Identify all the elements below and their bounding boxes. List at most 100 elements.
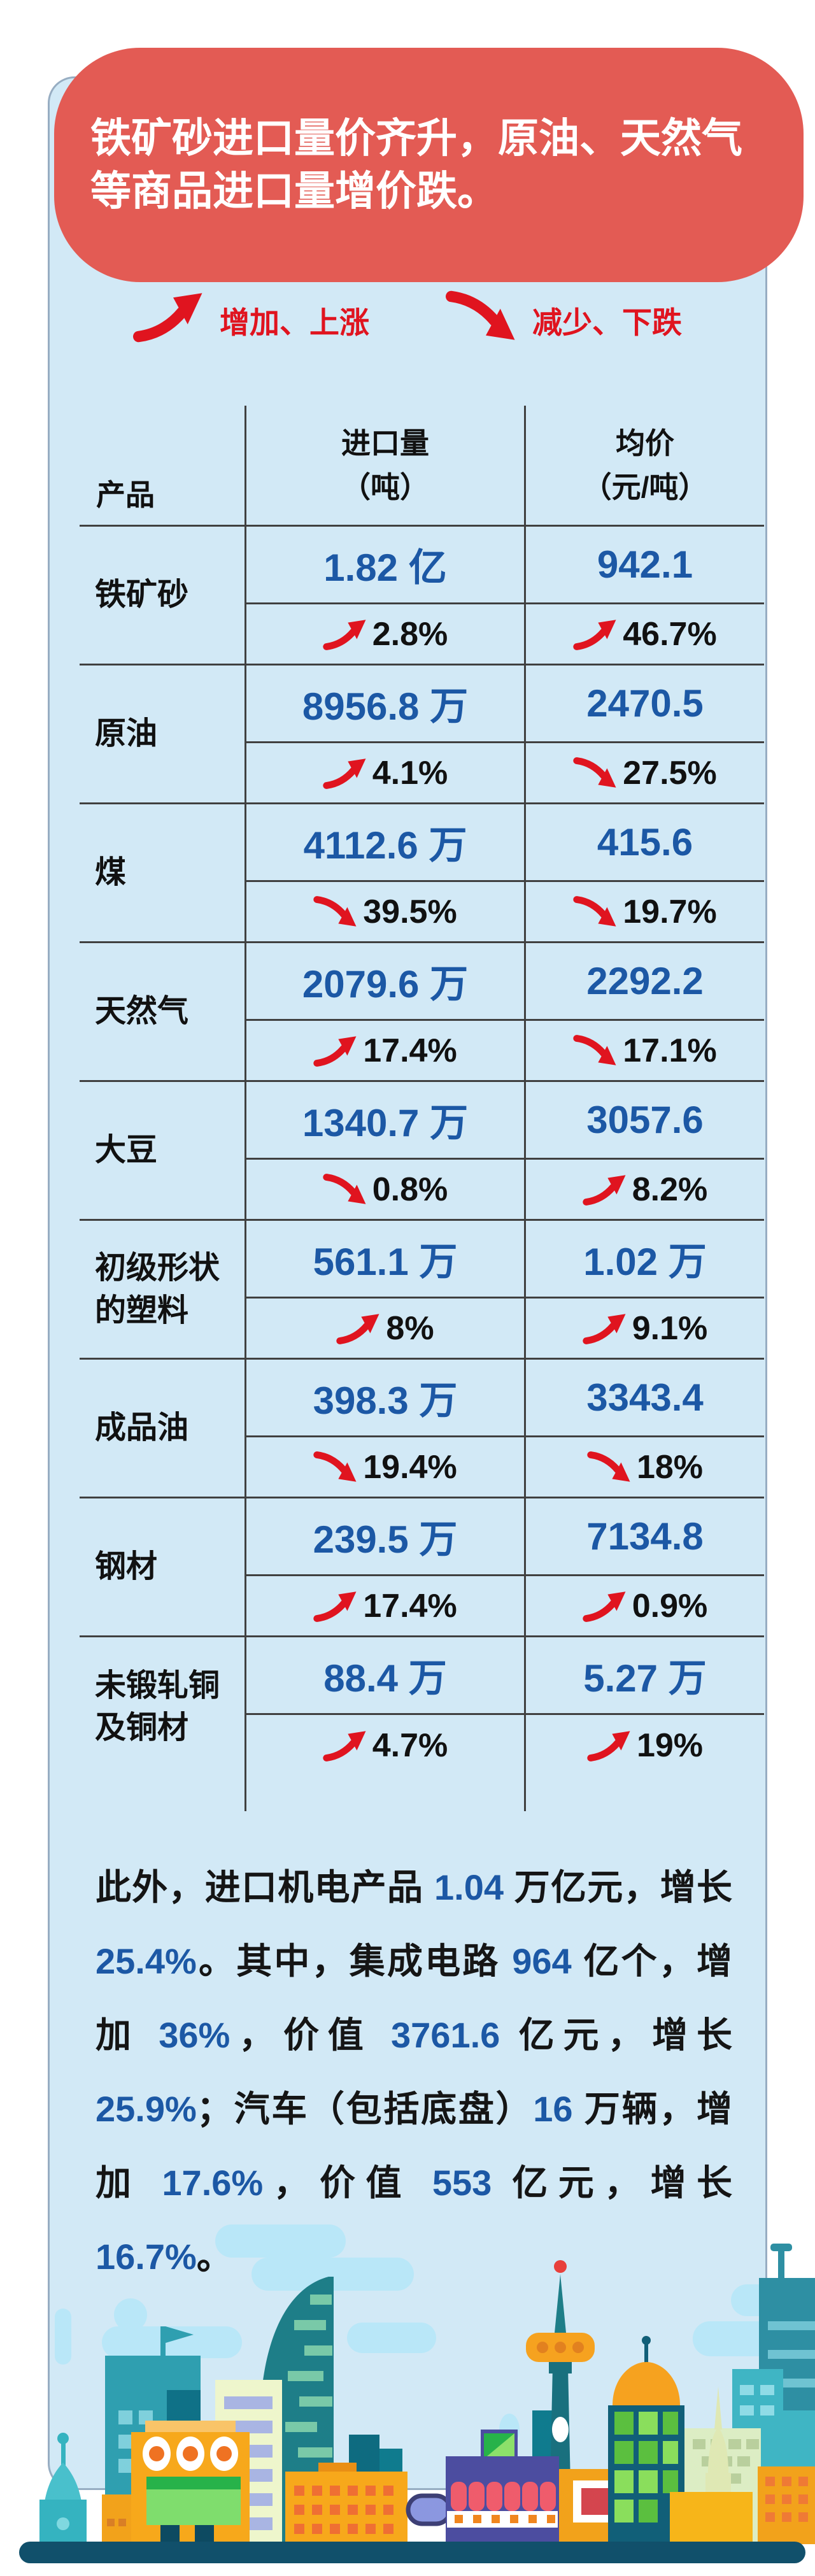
up-arrow-icon (573, 619, 616, 650)
paragraph-text: ，价值 (263, 2162, 432, 2203)
price-change: 19.7% (524, 882, 764, 943)
table-footer-space (524, 1776, 764, 1811)
up-arrow-icon (336, 1313, 379, 1344)
paragraph-number: 16 (533, 2088, 573, 2129)
volume-change: 4.1% (244, 743, 524, 804)
paragraph-number: 25.4% (96, 1940, 197, 1981)
legend-item-decrease: 减少、下跌 (446, 290, 682, 350)
change-value: 19.7% (623, 893, 717, 930)
volume-change: 0.8% (244, 1160, 524, 1221)
volume-change: 8% (244, 1299, 524, 1360)
shop-building (446, 2430, 559, 2544)
volume-value: 88.4 万 (244, 1637, 524, 1715)
title-line-1: 铁矿砂进口量价齐升，原油、天然气 (90, 115, 742, 161)
paragraph-number: 553 (432, 2162, 492, 2203)
up-arrow-icon (133, 290, 204, 350)
product-label: 钢材 (80, 1498, 244, 1637)
legend: 增加、上涨 减少、下跌 (48, 290, 767, 350)
paragraph-number: 16.7% (96, 2236, 197, 2277)
product-label: 天然气 (80, 943, 244, 1082)
change-value: 0.8% (372, 1171, 448, 1208)
change-value: 9.1% (632, 1309, 708, 1347)
down-arrow-icon (446, 290, 515, 340)
price-value: 2292.2 (524, 943, 764, 1021)
column-header-volume-line2: （吨） (341, 470, 429, 504)
change-value: 0.9% (632, 1587, 708, 1625)
change-value: 4.1% (372, 754, 448, 792)
column-header-volume-line1: 进口量 (341, 426, 429, 460)
paragraph-text: ，价值 (230, 2014, 392, 2055)
summary-paragraph: 此外，进口机电产品 1.04 万亿元，增长 25.4%。其中，集成电路 964 … (96, 1851, 732, 2293)
price-change: 46.7% (524, 604, 764, 665)
volume-change: 4.7% (244, 1715, 524, 1776)
change-value: 27.5% (623, 754, 717, 792)
down-arrow-icon (573, 1034, 616, 1065)
volume-value: 8956.8 万 (244, 665, 524, 743)
change-value: 8.2% (632, 1171, 708, 1208)
down-arrow-icon (573, 757, 616, 788)
price-value: 3343.4 (524, 1360, 764, 1437)
product-label: 未锻轧铜 及铜材 (95, 1668, 220, 1745)
paragraph-text: 。其中，集成电路 (196, 1940, 513, 1981)
change-value: 17.4% (363, 1587, 457, 1625)
down-arrow-icon (587, 1451, 630, 1482)
volume-value: 4112.6 万 (244, 804, 524, 882)
foreground-buildings (39, 2336, 815, 2544)
up-arrow-icon (583, 1313, 626, 1344)
price-change: 17.1% (524, 1021, 764, 1082)
green-tower (608, 2336, 684, 2544)
change-value: 17.4% (363, 1032, 457, 1069)
paragraph-number: 1.04 (434, 1867, 504, 1907)
up-arrow-icon (323, 619, 366, 650)
table-footer-space (244, 1776, 524, 1811)
up-arrow-icon (323, 758, 366, 789)
price-value: 2470.5 (524, 665, 764, 743)
volume-value: 239.5 万 (244, 1498, 524, 1576)
volume-change: 17.4% (244, 1021, 524, 1082)
price-change: 9.1% (524, 1299, 764, 1360)
paragraph-number: 25.9% (96, 2088, 197, 2129)
paragraph-text: 亿个，增加 (96, 1940, 733, 2055)
price-value: 415.6 (524, 804, 764, 882)
change-value: 46.7% (623, 615, 717, 653)
change-value: 4.7% (372, 1727, 448, 1764)
product-label: 大豆 (80, 1082, 244, 1221)
paragraph-number: 3761.6 (391, 2014, 500, 2055)
paragraph-text: 亿元，增长 (492, 2162, 733, 2203)
down-arrow-icon (573, 895, 616, 927)
up-arrow-icon (133, 293, 202, 343)
title-banner: 铁矿砂进口量价齐升，原油、天然气 等商品进口量增价跌。 (54, 48, 804, 282)
up-arrow-icon (583, 1174, 626, 1206)
change-value: 19% (636, 1727, 704, 1764)
up-arrow-icon (323, 1731, 366, 1761)
volume-change: 17.4% (244, 1576, 524, 1637)
price-value: 7134.8 (524, 1498, 764, 1576)
title-line-2: 等商品进口量增价跌。 (90, 168, 498, 214)
product-label: 铁矿砂 (80, 527, 244, 665)
change-value: 8% (386, 1309, 434, 1347)
price-change: 8.2% (524, 1160, 764, 1221)
volume-change: 39.5% (244, 882, 524, 943)
volume-change: 2.8% (244, 604, 524, 665)
up-arrow-icon (313, 1035, 357, 1067)
change-value: 17.1% (623, 1032, 717, 1069)
volume-value: 1340.7 万 (244, 1082, 524, 1160)
change-value: 39.5% (363, 893, 457, 930)
paragraph-text: ；汽车（包括底盘） (196, 2088, 534, 2129)
paragraph-number: 964 (512, 1940, 572, 1981)
up-arrow-icon (587, 1731, 630, 1761)
product-label: 原油 (80, 665, 244, 804)
column-header-price-line1: 均价 (616, 426, 674, 460)
legend-item-increase: 增加、上涨 (133, 290, 369, 350)
up-arrow-icon (313, 1591, 357, 1622)
legend-decrease-label: 减少、下跌 (532, 306, 682, 339)
product-label: 成品油 (80, 1360, 244, 1498)
volume-value: 1.82 亿 (244, 527, 524, 604)
column-header-product: 产品 (80, 406, 244, 527)
down-arrow-icon (323, 1173, 366, 1204)
price-value: 942.1 (524, 527, 764, 604)
change-value: 19.4% (363, 1448, 457, 1486)
paragraph-text: 亿元，增长 (500, 2014, 732, 2055)
price-change: 0.9% (524, 1576, 764, 1637)
